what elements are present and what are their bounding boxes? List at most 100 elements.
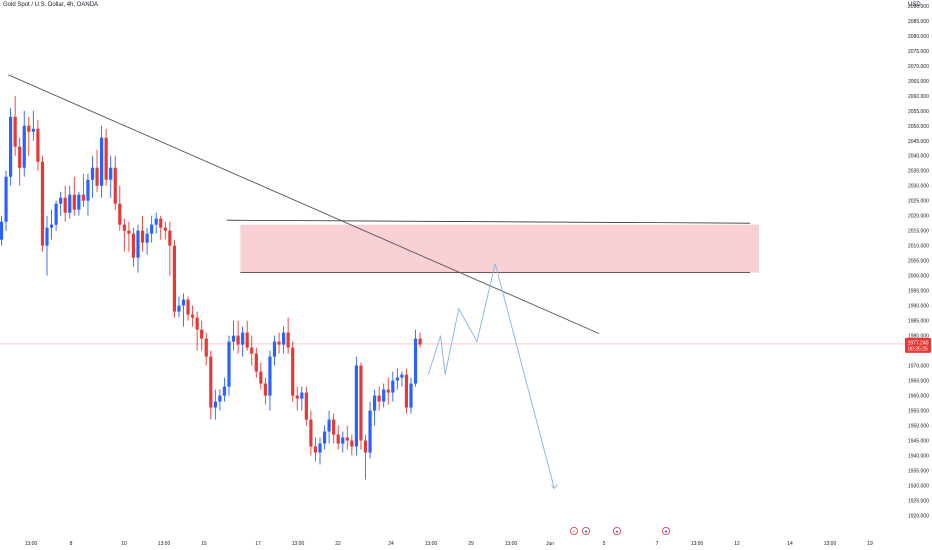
candle[interactable] xyxy=(277,332,281,354)
candle[interactable] xyxy=(354,356,358,456)
candle[interactable] xyxy=(4,170,8,231)
candle[interactable] xyxy=(9,107,13,186)
candle[interactable] xyxy=(341,431,345,453)
candle[interactable] xyxy=(200,320,204,351)
candle[interactable] xyxy=(63,185,67,222)
candle[interactable] xyxy=(336,425,340,450)
candle[interactable] xyxy=(391,371,395,402)
candle[interactable] xyxy=(22,110,26,177)
candle[interactable] xyxy=(186,296,190,321)
candle[interactable] xyxy=(168,221,172,276)
candle[interactable] xyxy=(86,173,90,216)
candle[interactable] xyxy=(268,350,272,411)
candle[interactable] xyxy=(222,377,227,402)
candle[interactable] xyxy=(159,215,163,240)
candle[interactable] xyxy=(54,200,58,231)
candle[interactable] xyxy=(350,434,354,456)
candle[interactable] xyxy=(345,425,349,450)
candle[interactable] xyxy=(236,320,240,354)
resistance-zone[interactable] xyxy=(240,224,759,273)
candle[interactable] xyxy=(77,191,81,216)
zone-top-line[interactable] xyxy=(226,219,751,224)
candle[interactable] xyxy=(300,386,304,411)
candle[interactable] xyxy=(304,386,308,426)
candle[interactable] xyxy=(127,221,131,252)
candle[interactable] xyxy=(363,434,368,480)
candle[interactable] xyxy=(181,293,186,327)
candle[interactable] xyxy=(0,215,4,246)
descending-trendline[interactable] xyxy=(8,74,600,335)
candle[interactable] xyxy=(59,191,63,216)
candle[interactable] xyxy=(31,110,35,141)
candle[interactable] xyxy=(254,347,258,378)
candle[interactable] xyxy=(154,212,158,234)
candle[interactable] xyxy=(81,173,85,207)
candle[interactable] xyxy=(36,119,40,171)
projection-path[interactable] xyxy=(427,263,555,489)
candle[interactable] xyxy=(18,137,22,186)
candle[interactable] xyxy=(72,176,76,216)
candle[interactable] xyxy=(172,239,176,318)
candle[interactable] xyxy=(318,437,322,465)
candle[interactable] xyxy=(218,389,222,411)
candle[interactable] xyxy=(191,305,195,327)
us-flag-icon[interactable]: ★ xyxy=(582,527,591,536)
candle[interactable] xyxy=(136,224,140,273)
candle[interactable] xyxy=(382,383,386,408)
candle[interactable] xyxy=(418,332,422,348)
candle[interactable] xyxy=(313,437,318,462)
candle[interactable] xyxy=(122,218,126,252)
candle[interactable] xyxy=(145,227,149,255)
candle[interactable] xyxy=(140,215,145,252)
candle[interactable] xyxy=(40,155,45,252)
candle[interactable] xyxy=(377,386,381,411)
candle[interactable] xyxy=(395,368,399,390)
candle[interactable] xyxy=(409,377,413,414)
candle[interactable] xyxy=(68,185,72,219)
candle[interactable] xyxy=(327,410,331,444)
candle[interactable] xyxy=(404,368,409,414)
candle[interactable] xyxy=(282,326,286,354)
lightning-icon[interactable]: ⚡ xyxy=(570,527,579,536)
candle[interactable] xyxy=(286,317,290,354)
candle[interactable] xyxy=(113,155,117,210)
candle[interactable] xyxy=(104,128,108,186)
candle[interactable] xyxy=(373,389,377,426)
candle[interactable] xyxy=(322,425,327,450)
candle[interactable] xyxy=(13,95,17,156)
candle[interactable] xyxy=(295,386,299,411)
candle[interactable] xyxy=(241,326,245,357)
candle[interactable] xyxy=(386,377,390,405)
candle[interactable] xyxy=(177,296,181,318)
candle[interactable] xyxy=(250,335,254,366)
candle[interactable] xyxy=(332,413,336,444)
candle[interactable] xyxy=(231,320,236,351)
candle[interactable] xyxy=(204,332,208,366)
candle[interactable] xyxy=(195,311,199,351)
candle[interactable] xyxy=(359,362,363,450)
candle[interactable] xyxy=(90,155,95,198)
candle[interactable] xyxy=(49,209,54,240)
candle[interactable] xyxy=(259,362,263,390)
candle[interactable] xyxy=(163,221,167,240)
candle[interactable] xyxy=(27,116,31,156)
candle[interactable] xyxy=(272,335,277,366)
candle[interactable] xyxy=(45,215,49,276)
candle[interactable] xyxy=(100,125,104,198)
candle[interactable] xyxy=(213,389,217,420)
candle[interactable] xyxy=(400,371,404,387)
candle[interactable] xyxy=(227,335,231,396)
candle[interactable] xyxy=(309,410,313,456)
candle[interactable] xyxy=(368,401,372,459)
us-flag-icon[interactable]: ★ xyxy=(662,527,671,536)
candle[interactable] xyxy=(209,350,213,420)
us-flag-icon[interactable]: ★ xyxy=(613,527,622,536)
symbol-title[interactable]: Gold Spot / U.S. Dollar, 4h, OANDA xyxy=(3,2,99,8)
candle[interactable] xyxy=(245,320,249,351)
candle[interactable] xyxy=(131,227,136,267)
candle[interactable] xyxy=(263,377,267,405)
candle[interactable] xyxy=(95,149,99,192)
candle[interactable] xyxy=(291,341,295,402)
